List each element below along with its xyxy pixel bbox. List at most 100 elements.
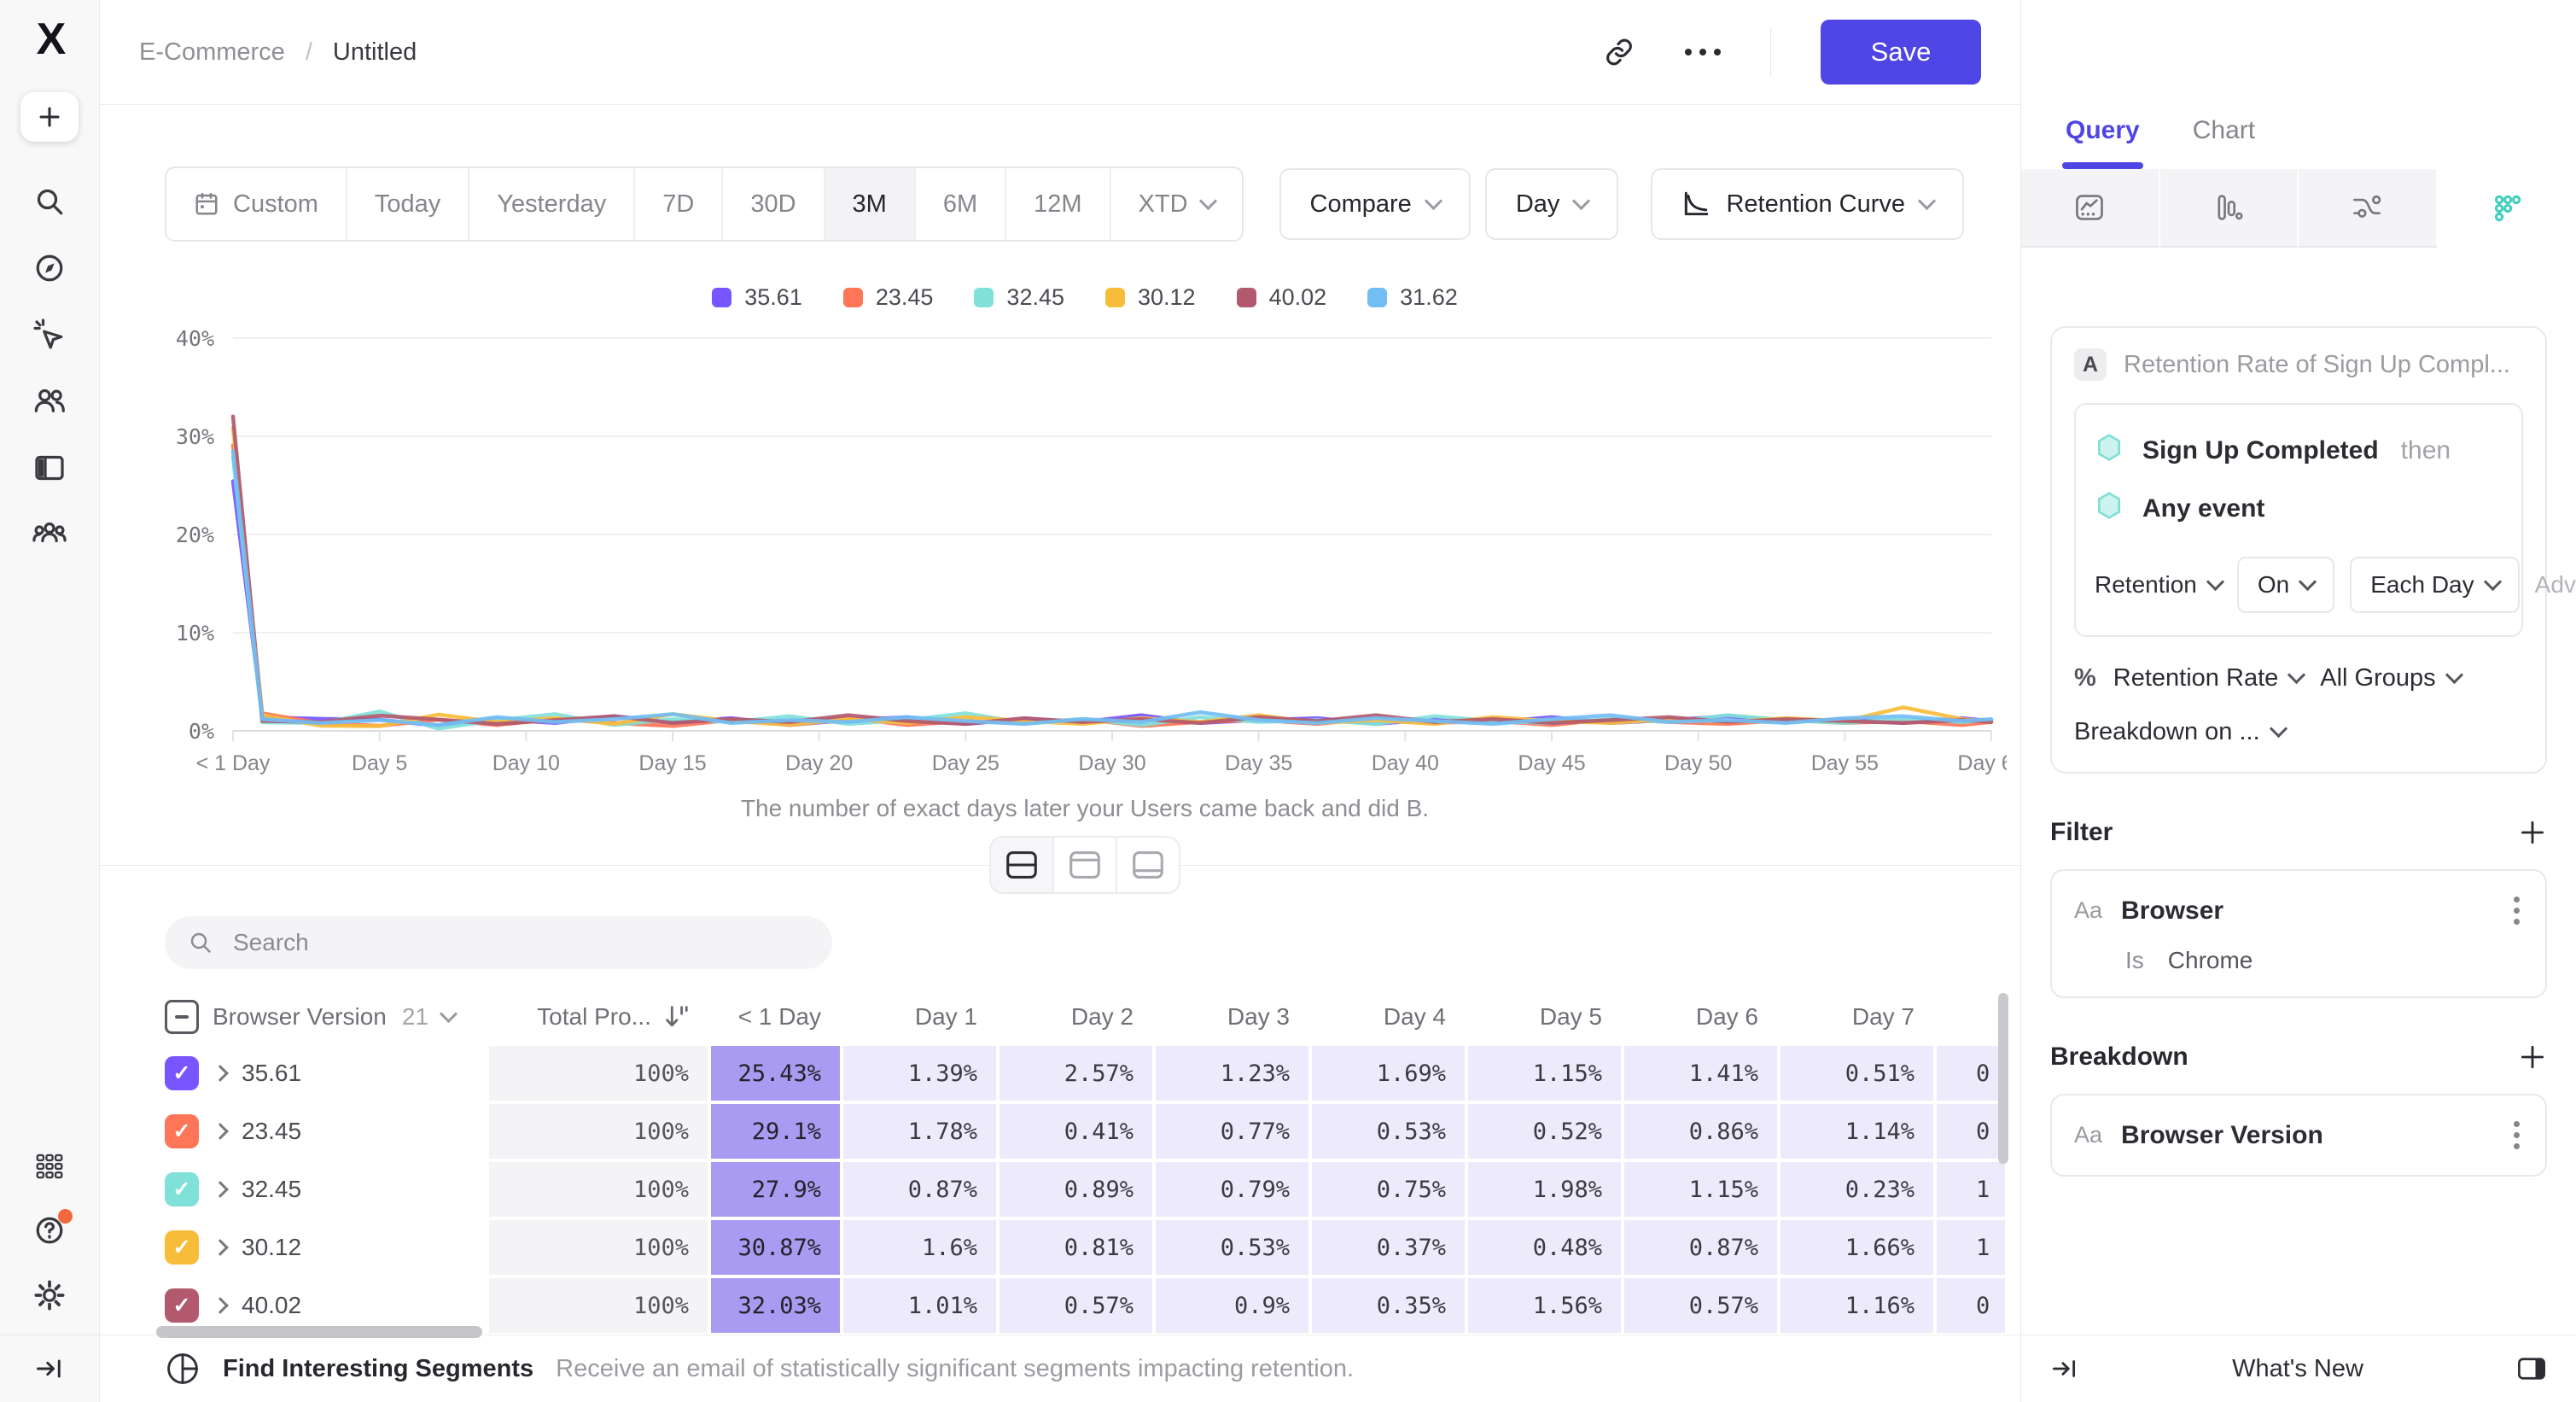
chart-type-label: Retention Curve [1726, 190, 1905, 218]
table-row-label[interactable]: ✓ 30.12 [165, 1218, 487, 1276]
kebab-menu-icon[interactable] [2510, 893, 2523, 928]
day-column-header[interactable]: < 1 Day [709, 990, 842, 1044]
table-search[interactable] [165, 916, 832, 969]
group-column-header[interactable]: Browser Version 21 [165, 990, 487, 1044]
breadcrumb-report-title[interactable]: Untitled [332, 38, 417, 66]
view-toggle-chart-only[interactable] [1054, 838, 1117, 892]
report-type-funnels[interactable] [2159, 169, 2299, 248]
horizontal-scrollbar[interactable] [156, 1326, 482, 1338]
day-column-header[interactable]: Day 6 [1623, 990, 1779, 1044]
select-all-checkbox[interactable] [165, 1000, 199, 1034]
report-type-insights[interactable] [2021, 169, 2160, 248]
compare-button[interactable]: Compare [1279, 168, 1471, 240]
on-dropdown[interactable]: On [2236, 557, 2335, 613]
add-breakdown-button[interactable] [2518, 1043, 2547, 1072]
table-row-label[interactable]: ✓ 35.61 [165, 1044, 487, 1102]
report-type-flows[interactable] [2299, 169, 2438, 248]
filter-property-row[interactable]: Aa Browser [2074, 893, 2523, 928]
total-column-header[interactable]: Total Pro... [487, 990, 709, 1044]
retention-type-dropdown[interactable]: Retention [2095, 571, 2224, 599]
query-step-header[interactable]: A Retention Rate of Sign Up Compl... [2074, 348, 2523, 381]
each-day-dropdown[interactable]: Each Day [2350, 557, 2520, 613]
collapse-sidebar-icon[interactable] [0, 1335, 99, 1402]
table-row-label[interactable]: ✓ 32.45 [165, 1160, 487, 1218]
help-icon[interactable] [32, 1209, 73, 1247]
row-checkbox[interactable]: ✓ [165, 1172, 199, 1206]
segments-footer[interactable]: Find Interesting Segments Receive an ema… [100, 1335, 2020, 1402]
apps-grid-icon[interactable] [33, 1150, 66, 1183]
explore-compass-icon[interactable] [32, 251, 67, 285]
row-expand-chevron-icon[interactable] [212, 1239, 229, 1256]
row-checkbox[interactable]: ✓ [165, 1230, 199, 1265]
table-row-label[interactable]: ✓ 40.02 [165, 1276, 487, 1335]
expand-panel-icon[interactable] [2050, 1354, 2079, 1383]
legend-item[interactable]: 40.02 [1236, 284, 1326, 311]
date-range-today[interactable]: Today [347, 168, 470, 240]
breakdown-on-dropdown[interactable]: Breakdown on ... [2074, 718, 2288, 746]
create-new-button[interactable] [20, 92, 79, 142]
sort-icon[interactable] [663, 1003, 689, 1031]
legend-item[interactable]: 30.12 [1105, 284, 1196, 311]
granularity-button[interactable]: Day [1484, 168, 1619, 240]
date-range-3m[interactable]: 3M [825, 168, 916, 240]
day-column-header[interactable]: Day 1 [842, 990, 998, 1044]
date-range-6m[interactable]: 6M [916, 168, 1007, 240]
settings-gear-icon[interactable] [32, 1278, 67, 1312]
day-column-header[interactable]: Day 2 [998, 990, 1154, 1044]
legend-item[interactable]: 23.45 [842, 284, 933, 311]
row-checkbox[interactable]: ✓ [165, 1114, 199, 1148]
date-range-30d[interactable]: 30D [723, 168, 825, 240]
users-icon[interactable] [32, 384, 67, 418]
groups-dropdown[interactable]: All Groups [2320, 664, 2463, 692]
search-input[interactable] [231, 928, 810, 957]
mixpanel-logo-icon[interactable]: X [36, 15, 67, 64]
date-range-xtd[interactable]: XTD [1111, 168, 1242, 240]
share-link-icon[interactable] [1603, 36, 1635, 68]
legend-item[interactable]: 31.62 [1367, 284, 1458, 311]
row-expand-chevron-icon[interactable] [212, 1123, 229, 1140]
whats-new-link[interactable]: What's New [2232, 1354, 2363, 1382]
date-range-12m[interactable]: 12M [1006, 168, 1111, 240]
row-expand-chevron-icon[interactable] [212, 1065, 229, 1082]
date-range-7d[interactable]: 7D [635, 168, 724, 240]
date-range-custom[interactable]: Custom [166, 168, 347, 240]
legend-item[interactable]: 35.61 [712, 284, 802, 311]
kebab-menu-icon[interactable] [2510, 1118, 2523, 1153]
save-button[interactable]: Save [1821, 20, 1981, 85]
row-expand-chevron-icon[interactable] [212, 1181, 229, 1198]
funnels-icon [2212, 191, 2245, 224]
toggle-panel-icon[interactable] [2516, 1353, 2547, 1384]
tab-query[interactable]: Query [2062, 116, 2143, 169]
report-type-retention[interactable] [2437, 169, 2576, 248]
event-row-a[interactable]: Sign Up Completed then [2095, 422, 2503, 480]
advanced-dropdown[interactable]: Adv... [2534, 571, 2576, 598]
view-toggle-table-only[interactable] [1117, 838, 1179, 892]
row-checkbox[interactable]: ✓ [165, 1056, 199, 1090]
row-checkbox[interactable]: ✓ [165, 1288, 199, 1323]
date-range-yesterday[interactable]: Yesterday [469, 168, 636, 240]
add-filter-button[interactable] [2518, 818, 2547, 847]
breadcrumb-project[interactable]: E-Commerce [139, 38, 285, 66]
day-column-header[interactable]: Day 7 [1779, 990, 1935, 1044]
day-column-header[interactable]: Day 3 [1154, 990, 1310, 1044]
metric-dropdown[interactable]: Retention Rate [2113, 664, 2306, 692]
search-icon[interactable] [32, 184, 67, 219]
event-row-b[interactable]: Any event [2095, 480, 2503, 538]
clipped-cell: 0 [1935, 1044, 2007, 1102]
cohorts-icon[interactable] [32, 517, 67, 552]
filter-condition-row[interactable]: Is Chrome [2074, 947, 2523, 974]
boards-icon[interactable] [32, 451, 67, 485]
chart-type-button[interactable]: Retention Curve [1651, 168, 1964, 240]
tab-chart[interactable]: Chart [2192, 116, 2256, 144]
day-column-header[interactable]: Day 4 [1310, 990, 1466, 1044]
retention-cell: 0.53% [1154, 1218, 1310, 1276]
vertical-scrollbar[interactable] [1998, 993, 2008, 1164]
day-column-header[interactable]: Day 5 [1466, 990, 1623, 1044]
breakdown-property-row[interactable]: Aa Browser Version [2074, 1118, 2523, 1153]
view-toggle-split[interactable] [991, 838, 1054, 892]
more-options-icon[interactable] [1685, 49, 1721, 55]
legend-item[interactable]: 32.45 [974, 284, 1064, 311]
magic-wand-icon[interactable] [32, 318, 67, 352]
row-expand-chevron-icon[interactable] [212, 1297, 229, 1314]
table-row-label[interactable]: ✓ 23.45 [165, 1102, 487, 1160]
